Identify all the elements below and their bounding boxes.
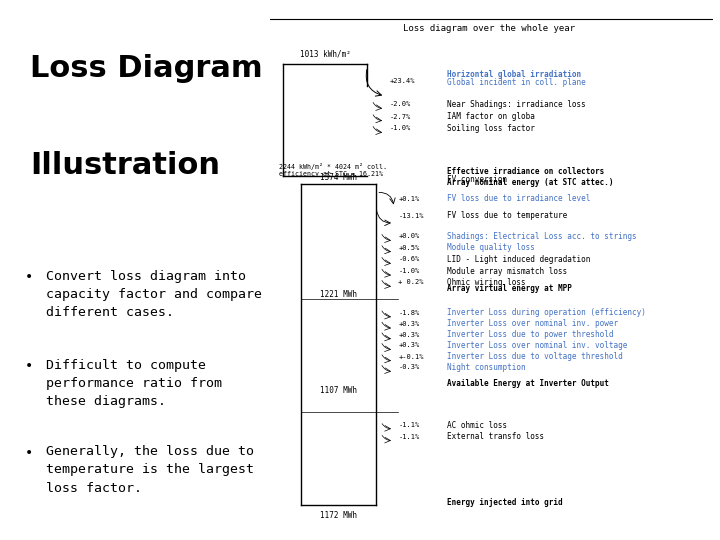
Text: Array nominal energy (at STC attec.): Array nominal energy (at STC attec.) (447, 178, 613, 187)
Text: 1374 MWh: 1374 MWh (320, 173, 357, 182)
Text: Generally, the loss due to
temperature is the largest
loss factor.: Generally, the loss due to temperature i… (45, 446, 253, 495)
Text: External transfo loss: External transfo loss (447, 432, 544, 441)
Text: 2244 kWh/m² * 4024 m² coll.: 2244 kWh/m² * 4024 m² coll. (279, 163, 387, 170)
Text: Night consumption: Night consumption (447, 363, 526, 372)
Text: +23.4%: +23.4% (390, 78, 415, 84)
Text: Horizontal global irradiation: Horizontal global irradiation (447, 70, 581, 79)
Text: -13.1%: -13.1% (398, 213, 424, 219)
Text: + 0.2%: + 0.2% (398, 279, 424, 285)
Text: IAM factor on globa: IAM factor on globa (447, 112, 535, 121)
Text: Ohmic wiring loss: Ohmic wiring loss (447, 278, 526, 287)
Text: FV loss due to temperature: FV loss due to temperature (447, 212, 567, 220)
Text: -2.7%: -2.7% (390, 113, 411, 119)
Text: Array virtual energy at MPP: Array virtual energy at MPP (447, 284, 572, 293)
Text: Inverter Loss over nominal inv. power: Inverter Loss over nominal inv. power (447, 320, 618, 328)
Text: Global incident in coll. plane: Global incident in coll. plane (447, 78, 586, 87)
Text: LID - Light induced degradation: LID - Light induced degradation (447, 255, 590, 264)
Text: •: • (24, 446, 33, 460)
Text: Energy injected into grid: Energy injected into grid (447, 498, 563, 507)
Text: Convert loss diagram into
capacity factor and compare
different cases.: Convert loss diagram into capacity facto… (45, 270, 261, 319)
Text: -0.3%: -0.3% (398, 364, 420, 370)
Text: -1.0%: -1.0% (390, 125, 411, 131)
Text: -1.1%: -1.1% (398, 434, 420, 440)
Text: +0.3%: +0.3% (398, 332, 420, 338)
Text: +0.1%: +0.1% (398, 196, 420, 202)
Text: Inverter Loss over nominal inv. voltage: Inverter Loss over nominal inv. voltage (447, 341, 628, 350)
Text: -1.0%: -1.0% (398, 268, 420, 274)
Text: 1172 MWh: 1172 MWh (320, 510, 357, 519)
Text: •: • (24, 359, 33, 373)
Text: Difficult to compute
performance ratio from
these diagrams.: Difficult to compute performance ratio f… (45, 359, 222, 408)
Text: Module array mismatch loss: Module array mismatch loss (447, 267, 567, 275)
Text: +0.0%: +0.0% (398, 233, 420, 239)
Text: +0.3%: +0.3% (398, 321, 420, 327)
Text: Near Shadings: irradiance loss: Near Shadings: irradiance loss (447, 100, 586, 109)
Text: Inverter Loss during operation (efficiency): Inverter Loss during operation (efficien… (447, 308, 646, 317)
Text: •: • (24, 270, 33, 284)
Text: Inverter Loss due to power threshold: Inverter Loss due to power threshold (447, 330, 613, 339)
Text: +0.5%: +0.5% (398, 245, 420, 251)
Text: -0.6%: -0.6% (398, 256, 420, 262)
Text: Loss diagram over the whole year: Loss diagram over the whole year (403, 24, 575, 33)
Text: Loss Diagram: Loss Diagram (30, 54, 263, 83)
Text: -1.8%: -1.8% (398, 310, 420, 316)
Text: 1221 MWh: 1221 MWh (320, 289, 357, 299)
Text: Available Energy at Inverter Output: Available Energy at Inverter Output (447, 379, 609, 388)
Text: +0.3%: +0.3% (398, 342, 420, 348)
Text: 1013 kWh/m²: 1013 kWh/m² (300, 50, 351, 59)
Text: efficiency at STC = 16.21%: efficiency at STC = 16.21% (279, 171, 383, 177)
Text: -1.1%: -1.1% (398, 422, 420, 428)
Text: 1107 MWh: 1107 MWh (320, 386, 357, 395)
Text: AC ohmic loss: AC ohmic loss (447, 421, 508, 429)
Text: Inverter Loss due to voltage threshold: Inverter Loss due to voltage threshold (447, 352, 623, 361)
Text: Soiling loss factor: Soiling loss factor (447, 124, 535, 133)
Text: Shadings: Electrical Loss acc. to strings: Shadings: Electrical Loss acc. to string… (447, 232, 636, 241)
Text: +-0.1%: +-0.1% (398, 354, 424, 360)
Text: -2.0%: -2.0% (390, 101, 411, 107)
Text: Module quality loss: Module quality loss (447, 243, 535, 252)
Text: Illustration: Illustration (30, 151, 220, 180)
Text: FV loss due to irradiance level: FV loss due to irradiance level (447, 194, 590, 204)
Text: Effective irradiance on collectors: Effective irradiance on collectors (447, 166, 604, 176)
Text: FV conversion: FV conversion (447, 174, 508, 184)
